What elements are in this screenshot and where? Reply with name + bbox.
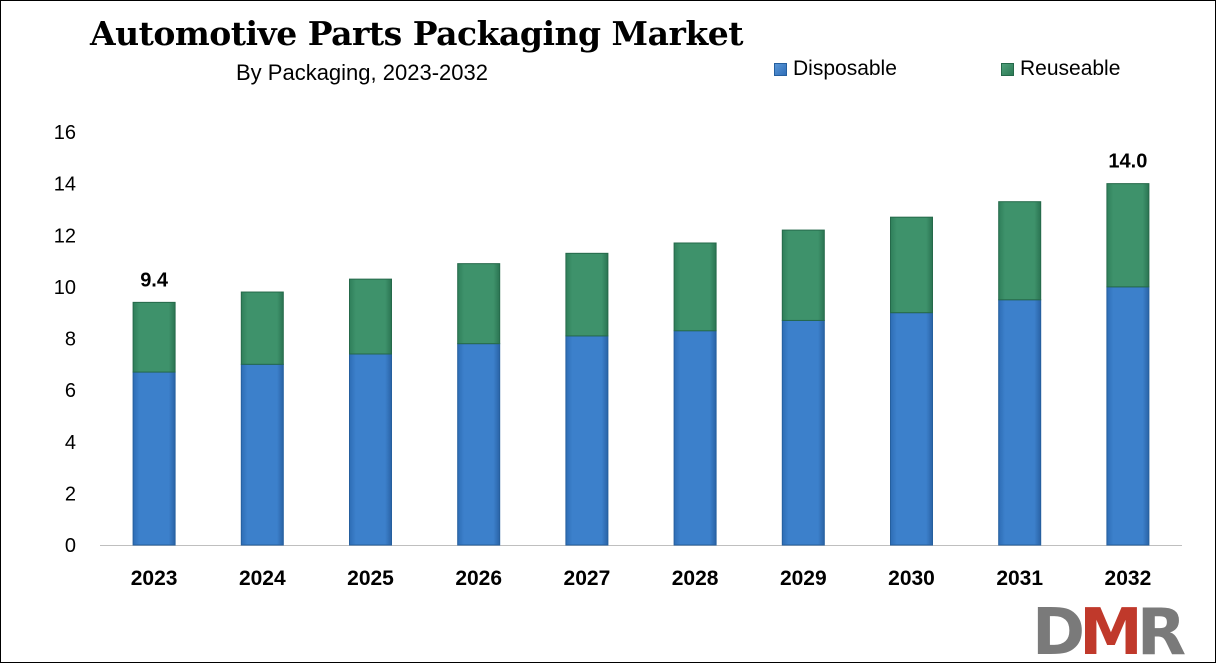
x-axis: 2023 2024 2025 2026 2027 2028 2029 2030 2031 2032 [100,545,1182,590]
y-tick-label: 4 [65,432,76,454]
y-tick-label: 8 [65,329,76,351]
x-tick-label: 2029 [780,567,827,590]
legend-swatch-reuseable [1001,62,1014,76]
bar-reuseable-2031 [998,201,1042,301]
legend-item-reuseable: Reuseable [1001,56,1120,82]
logo-text: DMR [1032,598,1185,660]
bar-reuseable-2032 [1106,183,1150,288]
bar-reuseable-2030 [890,216,933,314]
bar-disposable-2030 [890,312,933,546]
y-tick-label: 2 [65,483,76,505]
y-tick-label: 14 [54,174,76,196]
bar-reuseable-2023 [132,301,176,373]
x-tick-label: 2031 [996,567,1043,590]
x-tick-label: 2028 [672,567,719,590]
total-label-2023: 9.4 [140,269,169,291]
x-tick-label: 2026 [455,567,502,590]
chart-title: Automotive Parts Packaging Market [90,14,743,53]
y-tick-label: 6 [65,380,76,402]
y-tick-label: 10 [54,277,76,299]
bar-reuseable-2029 [781,229,825,321]
y-tick-label: 12 [54,225,76,247]
x-tick-label: 2024 [239,567,286,590]
bar-disposable-2029 [781,319,825,546]
bar-disposable-2028 [673,330,717,546]
bar-disposable-2031 [998,299,1042,546]
bar-disposable-2024 [240,363,284,546]
y-axis: 0 2 4 6 8 10 12 14 16 [54,122,76,557]
x-tick-label: 2023 [131,567,178,590]
legend-label-disposable: Disposable [793,57,897,80]
x-tick-label: 2030 [888,567,935,590]
y-tick-label: 16 [54,122,76,144]
legend-item-disposable: Disposable [774,56,897,82]
bar-reuseable-2024 [240,291,284,365]
bar-reuseable-2028 [673,242,717,332]
x-tick-label: 2032 [1105,567,1152,590]
bar-disposable-2032 [1106,286,1150,546]
bar-disposable-2026 [457,343,501,546]
dmr-logo: DMR [1032,598,1191,660]
bar-reuseable-2027 [565,252,609,337]
x-tick-label: 2025 [347,567,394,590]
bar-reuseable-2026 [457,263,501,345]
total-label-2032: 14.0 [1108,151,1147,173]
x-tick-label: 2027 [564,567,611,590]
bars [132,183,1150,546]
bar-reuseable-2025 [349,278,392,355]
bar-disposable-2025 [349,353,392,546]
bar-disposable-2023 [132,371,176,546]
y-tick-label: 0 [65,535,76,557]
legend-swatch-disposable [774,62,787,76]
total-labels: 9.4 14.0 [140,151,1147,292]
chart-subtitle: By Packaging, 2023-2032 [236,60,488,85]
bar-disposable-2027 [565,335,609,546]
legend-label-reuseable: Reuseable [1020,57,1121,80]
